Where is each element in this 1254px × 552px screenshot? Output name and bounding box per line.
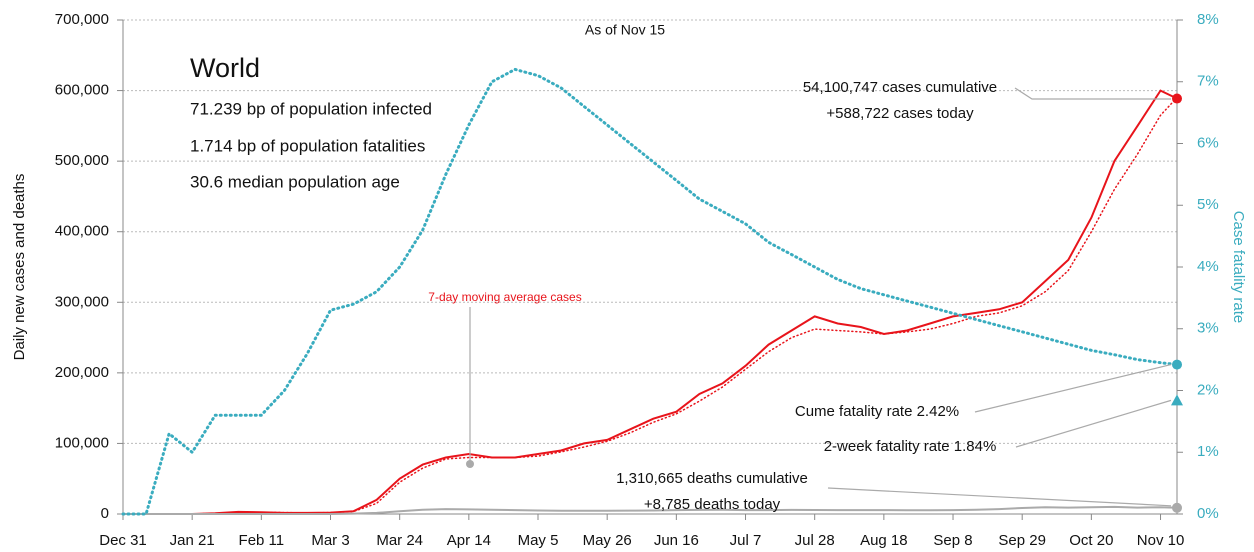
end-marker [1172,93,1182,104]
x-tick-label: May 5 [518,532,559,549]
annotation: 7-day moving average cases [428,290,581,304]
stat: 1.714 bp of population fatalities [190,136,425,155]
x-tick-label: Mar 24 [376,532,423,549]
y2-tick-label: 4% [1197,258,1219,275]
x-tick-label: Dec 31 [99,532,147,549]
y-tick-label: 0 [101,505,109,522]
y-tick-label: 600,000 [55,82,109,99]
y2-tick-label: 0% [1197,505,1219,522]
x-tick-label: Nov 10 [1137,532,1185,549]
x-tick-label: Feb 11 [239,532,285,549]
leader-line [827,487,1172,507]
y-tick-label: 300,000 [55,293,109,310]
leader-dot [466,460,474,468]
x-tick-label: Aug 18 [860,532,908,549]
y2-tick-label: 5% [1197,196,1219,213]
x-tick-label: May 26 [583,532,632,549]
y2-tick-label: 6% [1197,134,1219,151]
series-line [122,96,1178,515]
chart-title: World [190,53,260,83]
x-tick-label: Jul 7 [730,532,762,549]
x-tick-label: Apr 14 [447,532,491,549]
y-axis-label: Daily new cases and deaths [11,174,28,361]
y-tick-label: 700,000 [55,11,109,28]
y2-tick-label: 2% [1197,381,1219,398]
series-line [121,67,1179,516]
x-tick-label: Sep 29 [998,532,1046,549]
annotation: 1,310,665 deaths cumulative [616,470,808,487]
y2-tick-label: 1% [1197,443,1219,460]
leader-line [974,363,1172,413]
y2-tick-label: 8% [1197,11,1219,28]
x-tick-label: Mar 3 [311,532,349,549]
x-tick-label: Oct 20 [1069,532,1113,549]
x-tick-label: Jan 21 [170,532,215,549]
y2-axis-label: Case fatality rate [1230,211,1247,324]
annotation: Cume fatality rate 2.42% [795,403,959,420]
leader-line [1014,87,1171,100]
y-tick-label: 500,000 [55,152,109,169]
annotation: 2-week fatality rate 1.84% [824,438,997,455]
y2-tick-label: 3% [1197,320,1219,337]
leader-line [1015,399,1172,448]
y2-tick-label: 7% [1197,73,1219,90]
y-tick-label: 400,000 [55,223,109,240]
x-tick-label: Jun 16 [654,532,699,549]
stat: 30.6 median population age [190,172,400,191]
annotation: +588,722 cases today [826,105,974,122]
x-tick-label: Jul 28 [795,532,835,549]
series-line [122,505,1178,515]
x-tick-label: Sep 8 [933,532,972,549]
annotation: +8,785 deaths today [644,496,781,513]
annotation: 54,100,747 cases cumulative [803,79,997,96]
y-tick-label: 200,000 [55,364,109,381]
y-tick-label: 100,000 [55,434,109,451]
two-week-marker [1171,394,1183,406]
end-marker [1172,359,1182,370]
end-marker [1172,502,1182,513]
subtitle: As of Nov 15 [585,22,665,38]
stat: 71.239 bp of population infected [190,99,432,118]
